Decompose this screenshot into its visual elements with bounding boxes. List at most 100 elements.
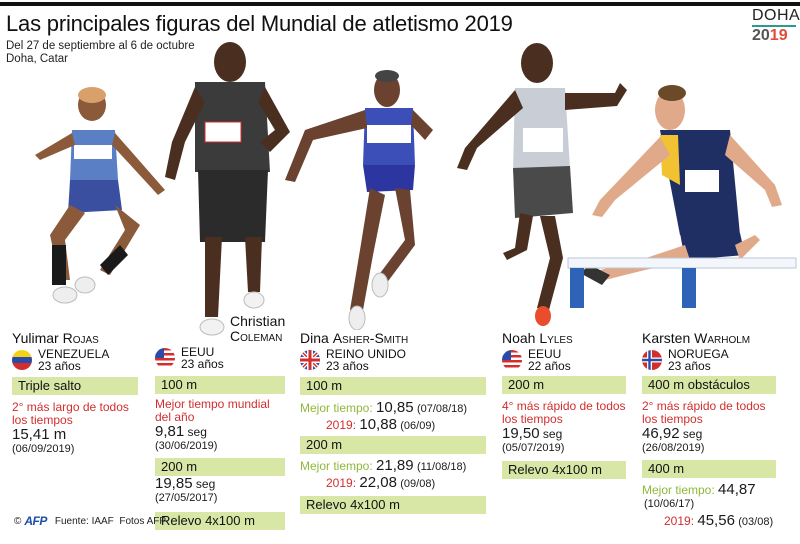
record-unit: seg — [195, 477, 216, 491]
best-label: Mejor tiempo: — [642, 483, 715, 497]
photo-rojas — [35, 87, 165, 304]
athlete-name: Christian Coleman — [230, 314, 285, 344]
record-date: (06/09/2019) — [12, 443, 75, 455]
event-band: 100 m — [155, 376, 285, 394]
country-name: EEUU — [181, 345, 215, 359]
country-row: VENEZUELA 23 años — [12, 348, 140, 372]
logo-year-b: 19 — [769, 26, 788, 44]
record-unit: seg — [187, 425, 207, 439]
event-band: Relevo 4x100 m — [155, 512, 285, 530]
photo-lyles — [457, 43, 627, 326]
season-value: 22,08 — [359, 474, 397, 491]
athlete-first-name: Noah — [502, 330, 536, 346]
record-unit: seg — [682, 427, 703, 441]
season-time-row: 2019: 22,08 (09/08) — [300, 474, 486, 491]
athlete-last-name: Lyles — [539, 330, 573, 346]
athlete-age: 23 años — [38, 359, 81, 373]
country-row: REINO UNIDO 23 años — [300, 348, 486, 372]
athlete-name: Dina Asher-Smith — [300, 330, 486, 346]
athlete-first-name: Karsten — [642, 330, 691, 346]
record-value-row: 19,85 seg — [155, 476, 285, 492]
copyright-symbol: © — [14, 515, 22, 527]
event-band: 400 m — [642, 460, 776, 478]
record-note: 2° más rápido de todos los tiempos — [642, 399, 766, 426]
athlete-card-rojas: Yulimar Rojas VENEZUELA 23 años Triple sa… — [12, 330, 140, 455]
event-band: Relevo 4x100 m — [300, 496, 486, 514]
season-label: 2019: — [664, 514, 695, 528]
event-band: Relevo 4x100 m — [502, 461, 626, 479]
photo-asher-smith — [285, 70, 433, 330]
record-value: 19,85 — [155, 475, 193, 492]
venezuela-flag-icon — [12, 350, 32, 370]
best-time-row: Mejor tiempo: 21,89 (11/08/18) — [300, 457, 486, 474]
usa-flag-icon — [502, 350, 522, 370]
event-band: 200 m — [300, 436, 486, 454]
athlete-first-name: Yulimar — [12, 330, 59, 346]
athlete-age: 23 años — [181, 357, 224, 371]
season-time-row: 2019: 10,88 (06/09) — [300, 416, 486, 433]
athlete-name: Karsten Warholm — [642, 330, 776, 346]
best-date: (10/06/17) — [644, 498, 695, 510]
event-location: Doha, Catar — [6, 53, 69, 65]
event-dates: Del 27 de septiembre al 6 de octubre — [6, 40, 195, 52]
record-note: 2° más largo de todos los tiempos — [12, 400, 129, 427]
country-row: EEUU 23 años — [155, 346, 285, 370]
page-title: Las principales figuras del Mundial de a… — [6, 11, 513, 36]
athlete-card-asher-smith: Dina Asher-Smith REINO UNIDO 23 años 100 … — [300, 330, 486, 514]
event-band: 100 m — [300, 377, 486, 395]
best-label: Mejor tiempo: — [300, 401, 373, 415]
athlete-card-warholm: Karsten Warholm NORUEGA 23 años 400 m obs… — [642, 330, 776, 529]
record-date: (05/07/2019) — [502, 442, 565, 454]
athlete-name: Noah Lyles — [502, 330, 626, 346]
season-date: (03/08) — [738, 516, 774, 528]
best-date: (07/08/18) — [416, 403, 468, 415]
athlete-card-lyles: Noah Lyles EEUU 22 años 200 m 4° más rápi… — [502, 330, 626, 479]
season-value: 10,88 — [359, 416, 397, 433]
country-name: EEUU — [528, 347, 562, 361]
season-time-row: 2019: 45,56 (03/08) — [642, 512, 776, 529]
season-label: 2019: — [326, 418, 357, 432]
best-time-row: Mejor tiempo: 44,87 — [642, 481, 776, 498]
logo-divider — [752, 25, 796, 27]
doha-2019-logo: DOHA 2019 — [752, 7, 800, 44]
record-date: (30/06/2019) — [155, 440, 218, 452]
event-band: 200 m — [155, 458, 285, 476]
athlete-age: 23 años — [326, 359, 369, 373]
record-value: 15,41 m — [12, 426, 67, 443]
season-value: 45,56 — [697, 512, 735, 529]
best-value: 44,87 — [718, 481, 756, 498]
best-value: 21,89 — [376, 457, 414, 474]
record-value: 46,92 — [642, 425, 680, 442]
top-rule — [0, 2, 800, 6]
subtitle: Del 27 de septiembre al 6 de octubre Doh… — [6, 40, 195, 66]
athlete-first-name: Dina — [300, 330, 329, 346]
record-value-row: 19,50 seg — [502, 426, 626, 442]
record-value: 9,81 — [155, 423, 185, 440]
logo-year: 2019 — [752, 26, 796, 44]
athlete-last-name: Rojas — [62, 330, 99, 346]
record-note: Mejor tiempo mundial del año — [155, 397, 270, 424]
record-date: (26/08/2019) — [642, 442, 705, 454]
athlete-first-name: Christian — [230, 313, 286, 329]
athlete-last-name: Asher-Smith — [332, 330, 409, 346]
source-credit: Fuente: IAAF Fotos AFP — [54, 515, 167, 527]
event-band: Triple salto — [12, 377, 138, 395]
record-value-row: 46,92 seg — [642, 426, 776, 442]
season-date: (09/08) — [400, 478, 436, 490]
country-row: EEUU 22 años — [502, 348, 626, 372]
athlete-last-name: Warholm — [694, 330, 751, 346]
usa-flag-icon — [155, 348, 175, 368]
event-band: 400 m obstáculos — [642, 376, 776, 394]
record-note: 4° más rápido de todos los tiempos — [502, 399, 626, 426]
athlete-last-name: Coleman — [230, 328, 283, 344]
record-value: 19,50 — [502, 425, 540, 442]
best-value: 10,85 — [376, 399, 414, 416]
athlete-age: 23 años — [668, 359, 711, 373]
best-time-row: Mejor tiempo: 10,85 (07/08/18) — [300, 399, 486, 416]
logo-year-a: 20 — [752, 26, 770, 44]
logo-doha: DOHA — [752, 7, 800, 24]
afp-logo: AFP — [24, 514, 47, 528]
photo-warholm — [567, 85, 797, 308]
event-band: 200 m — [502, 376, 626, 394]
season-label: 2019: — [326, 476, 357, 490]
